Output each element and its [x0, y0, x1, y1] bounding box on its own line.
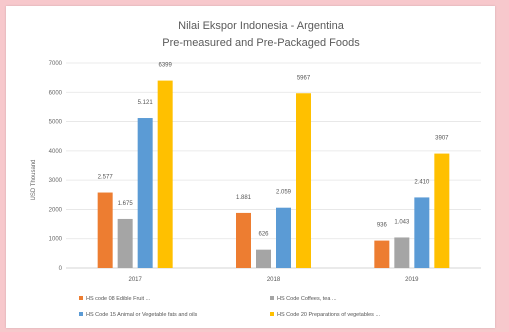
data-label: 5.121	[138, 100, 154, 106]
bar	[97, 192, 113, 268]
y-axis-title: USD Thousand	[31, 160, 37, 201]
chart-title: Nilai Ekspor Indonesia - Argentina	[178, 20, 345, 32]
x-axis-categories: 2017 2018 2019	[128, 277, 419, 283]
data-label: 626	[258, 232, 269, 238]
legend-swatch	[270, 312, 274, 316]
data-label: 2.059	[276, 190, 292, 196]
y-tick-label: 5000	[49, 120, 63, 126]
y-tick-label: 6000	[49, 90, 63, 96]
y-tick-label: 4000	[49, 149, 63, 155]
legend: HS code 08 Edible Fruit ... HS Code Coffe…	[79, 296, 381, 318]
bar	[117, 218, 133, 268]
y-axis-ticks: 0 1000 2000 3000 4000 5000 6000 7000	[49, 61, 63, 272]
x-tick-label: 2017	[128, 277, 142, 283]
data-label: 936	[377, 223, 388, 229]
bar	[414, 197, 430, 268]
y-tick-label: 0	[59, 266, 63, 272]
gridlines	[66, 62, 481, 269]
bar	[394, 237, 410, 268]
bar	[256, 249, 271, 268]
data-label: 1.881	[236, 195, 252, 201]
data-label: 1.675	[118, 201, 134, 207]
y-tick-label: 3000	[49, 178, 63, 184]
bar	[236, 212, 251, 268]
legend-swatch	[79, 296, 83, 300]
data-label: 3907	[435, 136, 449, 142]
x-tick-label: 2019	[405, 277, 419, 283]
y-tick-label: 1000	[49, 237, 63, 243]
data-label: 2.410	[414, 179, 430, 185]
bar	[137, 118, 153, 268]
bar	[157, 80, 173, 269]
data-label: 5967	[297, 75, 311, 81]
bar	[296, 93, 311, 269]
bar	[434, 153, 450, 268]
bar-chart: Nilai Ekspor Indonesia - Argentina Pre-m…	[31, 20, 481, 318]
legend-swatch	[79, 312, 83, 316]
legend-label: HS Code Coffees, tea ...	[277, 296, 337, 302]
legend-label: HS code 08 Edible Fruit ...	[86, 296, 151, 302]
y-tick-label: 2000	[49, 207, 63, 213]
y-tick-label: 7000	[49, 61, 63, 67]
bars	[97, 80, 450, 269]
data-label: 6399	[158, 63, 172, 69]
bar	[374, 240, 390, 268]
data-labels: 2.577 1.675 5.121 6399 1.881 626 2.059 5967 936 1…	[98, 63, 450, 238]
bar	[276, 207, 291, 268]
x-tick-label: 2018	[267, 277, 281, 283]
legend-label: HS Code 20 Preparations of vegetables ..…	[277, 312, 381, 318]
chart-card: Nilai Ekspor Indonesia - Argentina Pre-m…	[6, 6, 495, 328]
legend-swatch	[270, 296, 274, 300]
data-label: 1.043	[394, 219, 410, 225]
chart-subtitle: Pre-measured and Pre-Packaged Foods	[162, 37, 360, 49]
data-label: 2.577	[98, 175, 114, 181]
legend-label: HS Code 15 Animal or Vegetable fats and …	[86, 312, 198, 318]
